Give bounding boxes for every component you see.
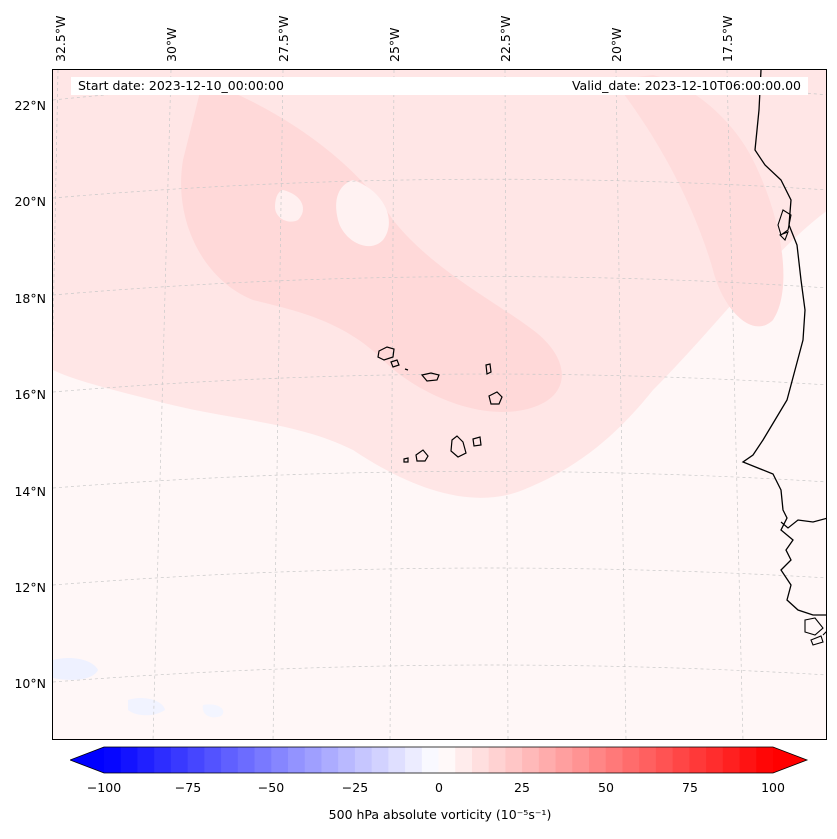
- colorbar-bin: [170, 747, 189, 773]
- colorbar-bin: [655, 747, 674, 773]
- colorbar-bin: [722, 747, 741, 773]
- colorbar-bin: [237, 747, 256, 773]
- bijagos-islands: [804, 617, 826, 646]
- lon-label-22-5w: 22.5°W: [498, 15, 513, 62]
- colorbar-bin: [204, 747, 222, 773]
- lat-label-22n: 22°N: [14, 98, 46, 113]
- colorbar-tick-75: 75: [682, 780, 698, 795]
- colorbar-bin: [187, 747, 205, 773]
- colorbar-bin: [137, 747, 155, 773]
- colorbar-tick-100: 100: [761, 780, 785, 795]
- map-canvas: [53, 70, 826, 739]
- colorbar-bin: [522, 747, 540, 773]
- positive-vorticity-core: [181, 80, 562, 412]
- colorbar-tick-0: 0: [435, 780, 443, 795]
- colorbar-tick-neg75: −75: [174, 780, 202, 795]
- colorbar-bin: [555, 747, 573, 773]
- colorbar-bin: [154, 747, 172, 773]
- lat-label-14n: 14°N: [14, 484, 46, 499]
- colorbar-bin: [438, 747, 456, 773]
- date-banner: Start date: 2023-12-10_00:00:00 Valid_da…: [71, 77, 808, 95]
- lon-label-30w: 30°W: [164, 27, 179, 62]
- colorbar-bin: [104, 747, 122, 773]
- colorbar-bin: [706, 747, 724, 773]
- colorbar-bin: [589, 747, 607, 773]
- colorbar-bin: [371, 747, 389, 773]
- colorbar-bin: [421, 747, 440, 773]
- colorbar-bin: [271, 747, 289, 773]
- colorbar-bin: [471, 747, 490, 773]
- colorbar-extend-low: [70, 747, 104, 773]
- colorbar-bin: [254, 747, 272, 773]
- lon-label-20w: 20°W: [609, 27, 624, 62]
- colorbar-bin: [739, 747, 757, 773]
- colorbar-bin: [488, 747, 507, 773]
- vorticity-map: [52, 69, 827, 740]
- colorbar-tick-25: 25: [514, 780, 530, 795]
- colorbar-bin: [639, 747, 657, 773]
- lon-label-32-5w: 32.5°W: [53, 15, 68, 62]
- africa-coastline: [741, 70, 826, 616]
- lon-label-25w: 25°W: [387, 27, 402, 62]
- colorbar-bin: [338, 747, 356, 773]
- lat-label-10n: 10°N: [14, 676, 46, 691]
- valid-date-label: Valid_date: 2023-12-10T06:00:00.00: [571, 78, 801, 93]
- colorbar-outline: [70, 746, 809, 774]
- lat-label-18n: 18°N: [14, 291, 46, 306]
- colorbar-tick-neg25: −25: [341, 780, 369, 795]
- colorbar-bin: [287, 747, 306, 773]
- colorbar-bin: [304, 747, 323, 773]
- colorbar-bin: [354, 747, 373, 773]
- colorbar-bin: [756, 747, 774, 773]
- lat-label-12n: 12°N: [14, 580, 46, 595]
- colorbar-bin: [221, 747, 239, 773]
- colorbar-bin: [505, 747, 523, 773]
- colorbar-bin: [689, 747, 707, 773]
- start-date-label: Start date: 2023-12-10_00:00:00: [78, 78, 284, 93]
- canary-coast-islands: [777, 209, 792, 241]
- graticule: [53, 70, 826, 739]
- negative-vorticity-patch: [53, 658, 98, 680]
- colorbar-bin: [538, 747, 557, 773]
- colorbar: [70, 746, 809, 774]
- colorbar-bin: [672, 747, 690, 773]
- colorbar-bin: [321, 747, 339, 773]
- lon-label-27-5w: 27.5°W: [276, 15, 291, 62]
- colorbar-bin: [622, 747, 640, 773]
- colorbar-tick-neg100: −100: [86, 780, 122, 795]
- weak-vorticity-patch: [336, 180, 389, 247]
- colorbar-bin: [405, 747, 423, 773]
- positive-vorticity-streak: [613, 75, 784, 327]
- africa-coastline-south: [780, 517, 826, 529]
- colorbar-bin: [455, 747, 473, 773]
- lat-label-20n: 20°N: [14, 194, 46, 209]
- weak-vorticity-patch: [275, 190, 303, 222]
- negative-vorticity-patch: [202, 704, 224, 718]
- cape-verde-islands: [377, 346, 503, 463]
- lat-label-16n: 16°N: [14, 387, 46, 402]
- colorbar-bin: [120, 747, 139, 773]
- negative-vorticity-patch: [128, 698, 165, 716]
- colorbar-tick-50: 50: [598, 780, 614, 795]
- colorbar-label: 500 hPa absolute vorticity (10⁻⁵s⁻¹): [328, 807, 552, 822]
- colorbar-bin: [388, 747, 406, 773]
- colorbar-bin: [605, 747, 624, 773]
- lon-label-17-5w: 17.5°W: [720, 15, 735, 62]
- colorbar-tick-neg50: −50: [257, 780, 285, 795]
- colorbar-extend-high: [773, 747, 807, 773]
- vorticity-field: [53, 70, 826, 718]
- colorbar-bin: [572, 747, 590, 773]
